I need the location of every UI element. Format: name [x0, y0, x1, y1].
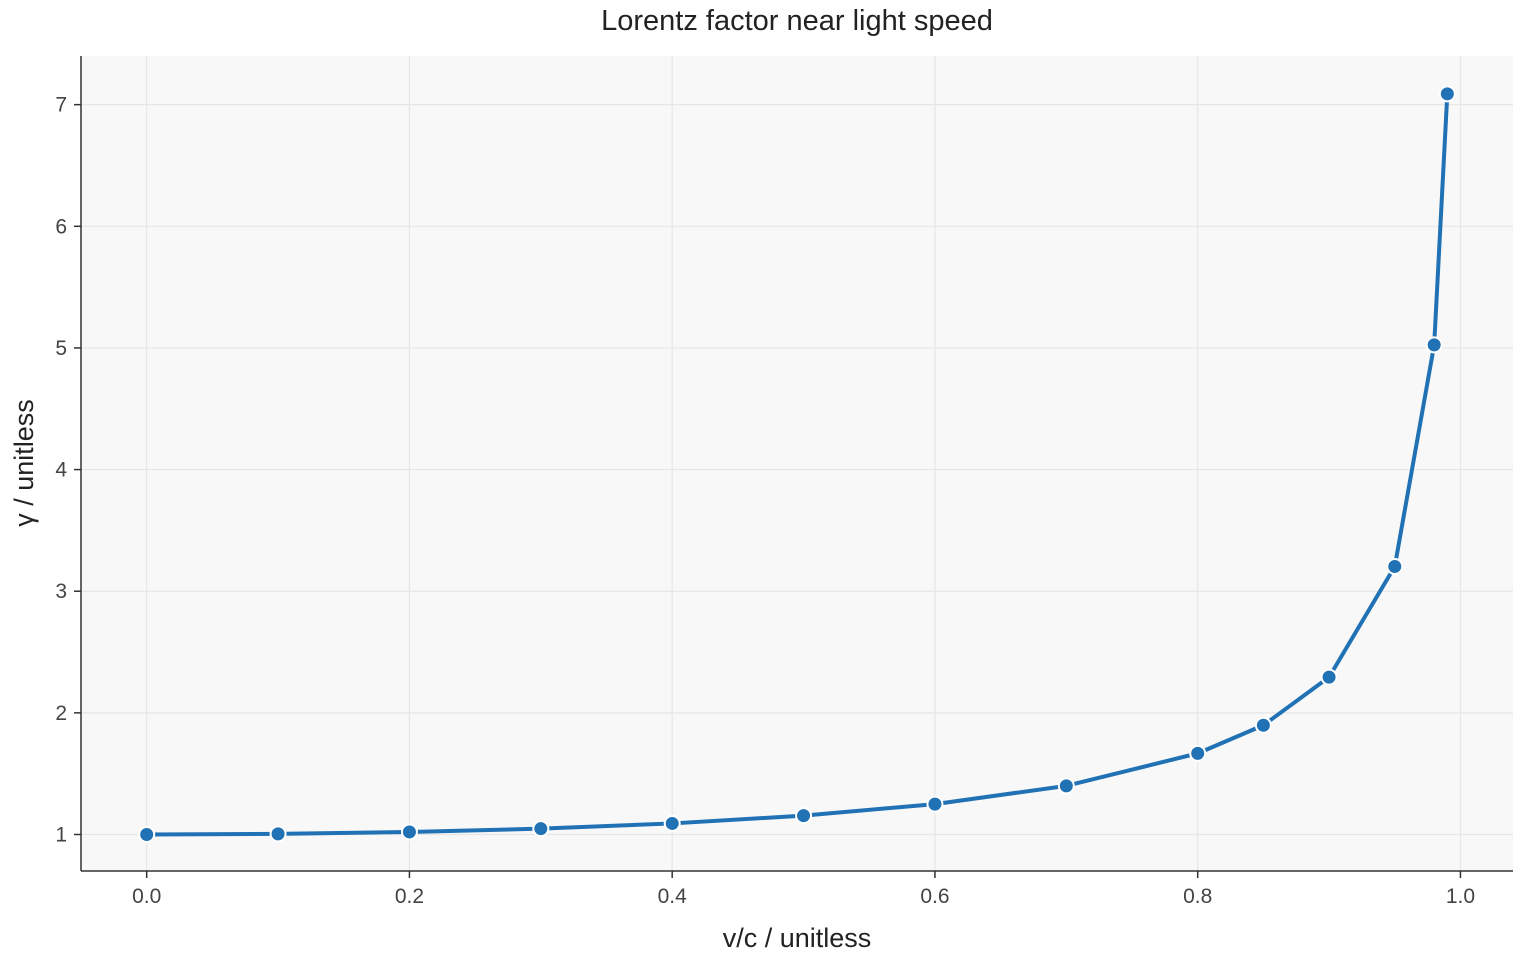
data-point: [663, 814, 681, 832]
ticks: 0.0 0.2 0.4 0.6 0.8 1.0 1 2 3 4 5 6 7: [55, 94, 1475, 908]
data-point: [1057, 777, 1075, 795]
series-line: [144, 91, 1450, 837]
data-point: [138, 826, 156, 844]
y-tick-label: 2: [55, 702, 67, 725]
y-tick-label: 5: [55, 337, 67, 360]
x-tick-label: 0.6: [920, 885, 949, 908]
data-point: [795, 807, 813, 825]
data-point: [400, 823, 418, 841]
data-point: [269, 825, 287, 843]
data-point: [926, 795, 944, 813]
axes: [80, 56, 1513, 872]
x-tick-label: 0.2: [395, 885, 424, 908]
y-axis-label: γ / unitless: [9, 399, 39, 527]
y-tick-label: 4: [55, 459, 67, 482]
y-tick-label: 1: [55, 824, 67, 847]
x-tick-label: 0.4: [658, 885, 688, 908]
data-point: [1438, 85, 1456, 103]
x-tick-label: 1.0: [1446, 885, 1475, 908]
data-point: [1254, 716, 1272, 734]
grid: [81, 56, 1513, 871]
y-tick-label: 7: [55, 94, 67, 117]
data-point: [1320, 668, 1338, 686]
y-tick-label: 3: [55, 580, 67, 603]
chart-title: Lorentz factor near light speed: [601, 5, 993, 37]
data-point: [532, 820, 550, 838]
data-point: [1425, 336, 1443, 354]
x-tick-label: 0.8: [1183, 885, 1212, 908]
data-point: [1386, 558, 1404, 576]
x-tick-label: 0.0: [132, 885, 161, 908]
plot-background: [81, 56, 1513, 871]
y-tick-label: 6: [55, 215, 67, 238]
series-group: [138, 85, 1456, 844]
x-axis-label: v/c / unitless: [723, 923, 872, 953]
data-point: [1189, 744, 1207, 762]
